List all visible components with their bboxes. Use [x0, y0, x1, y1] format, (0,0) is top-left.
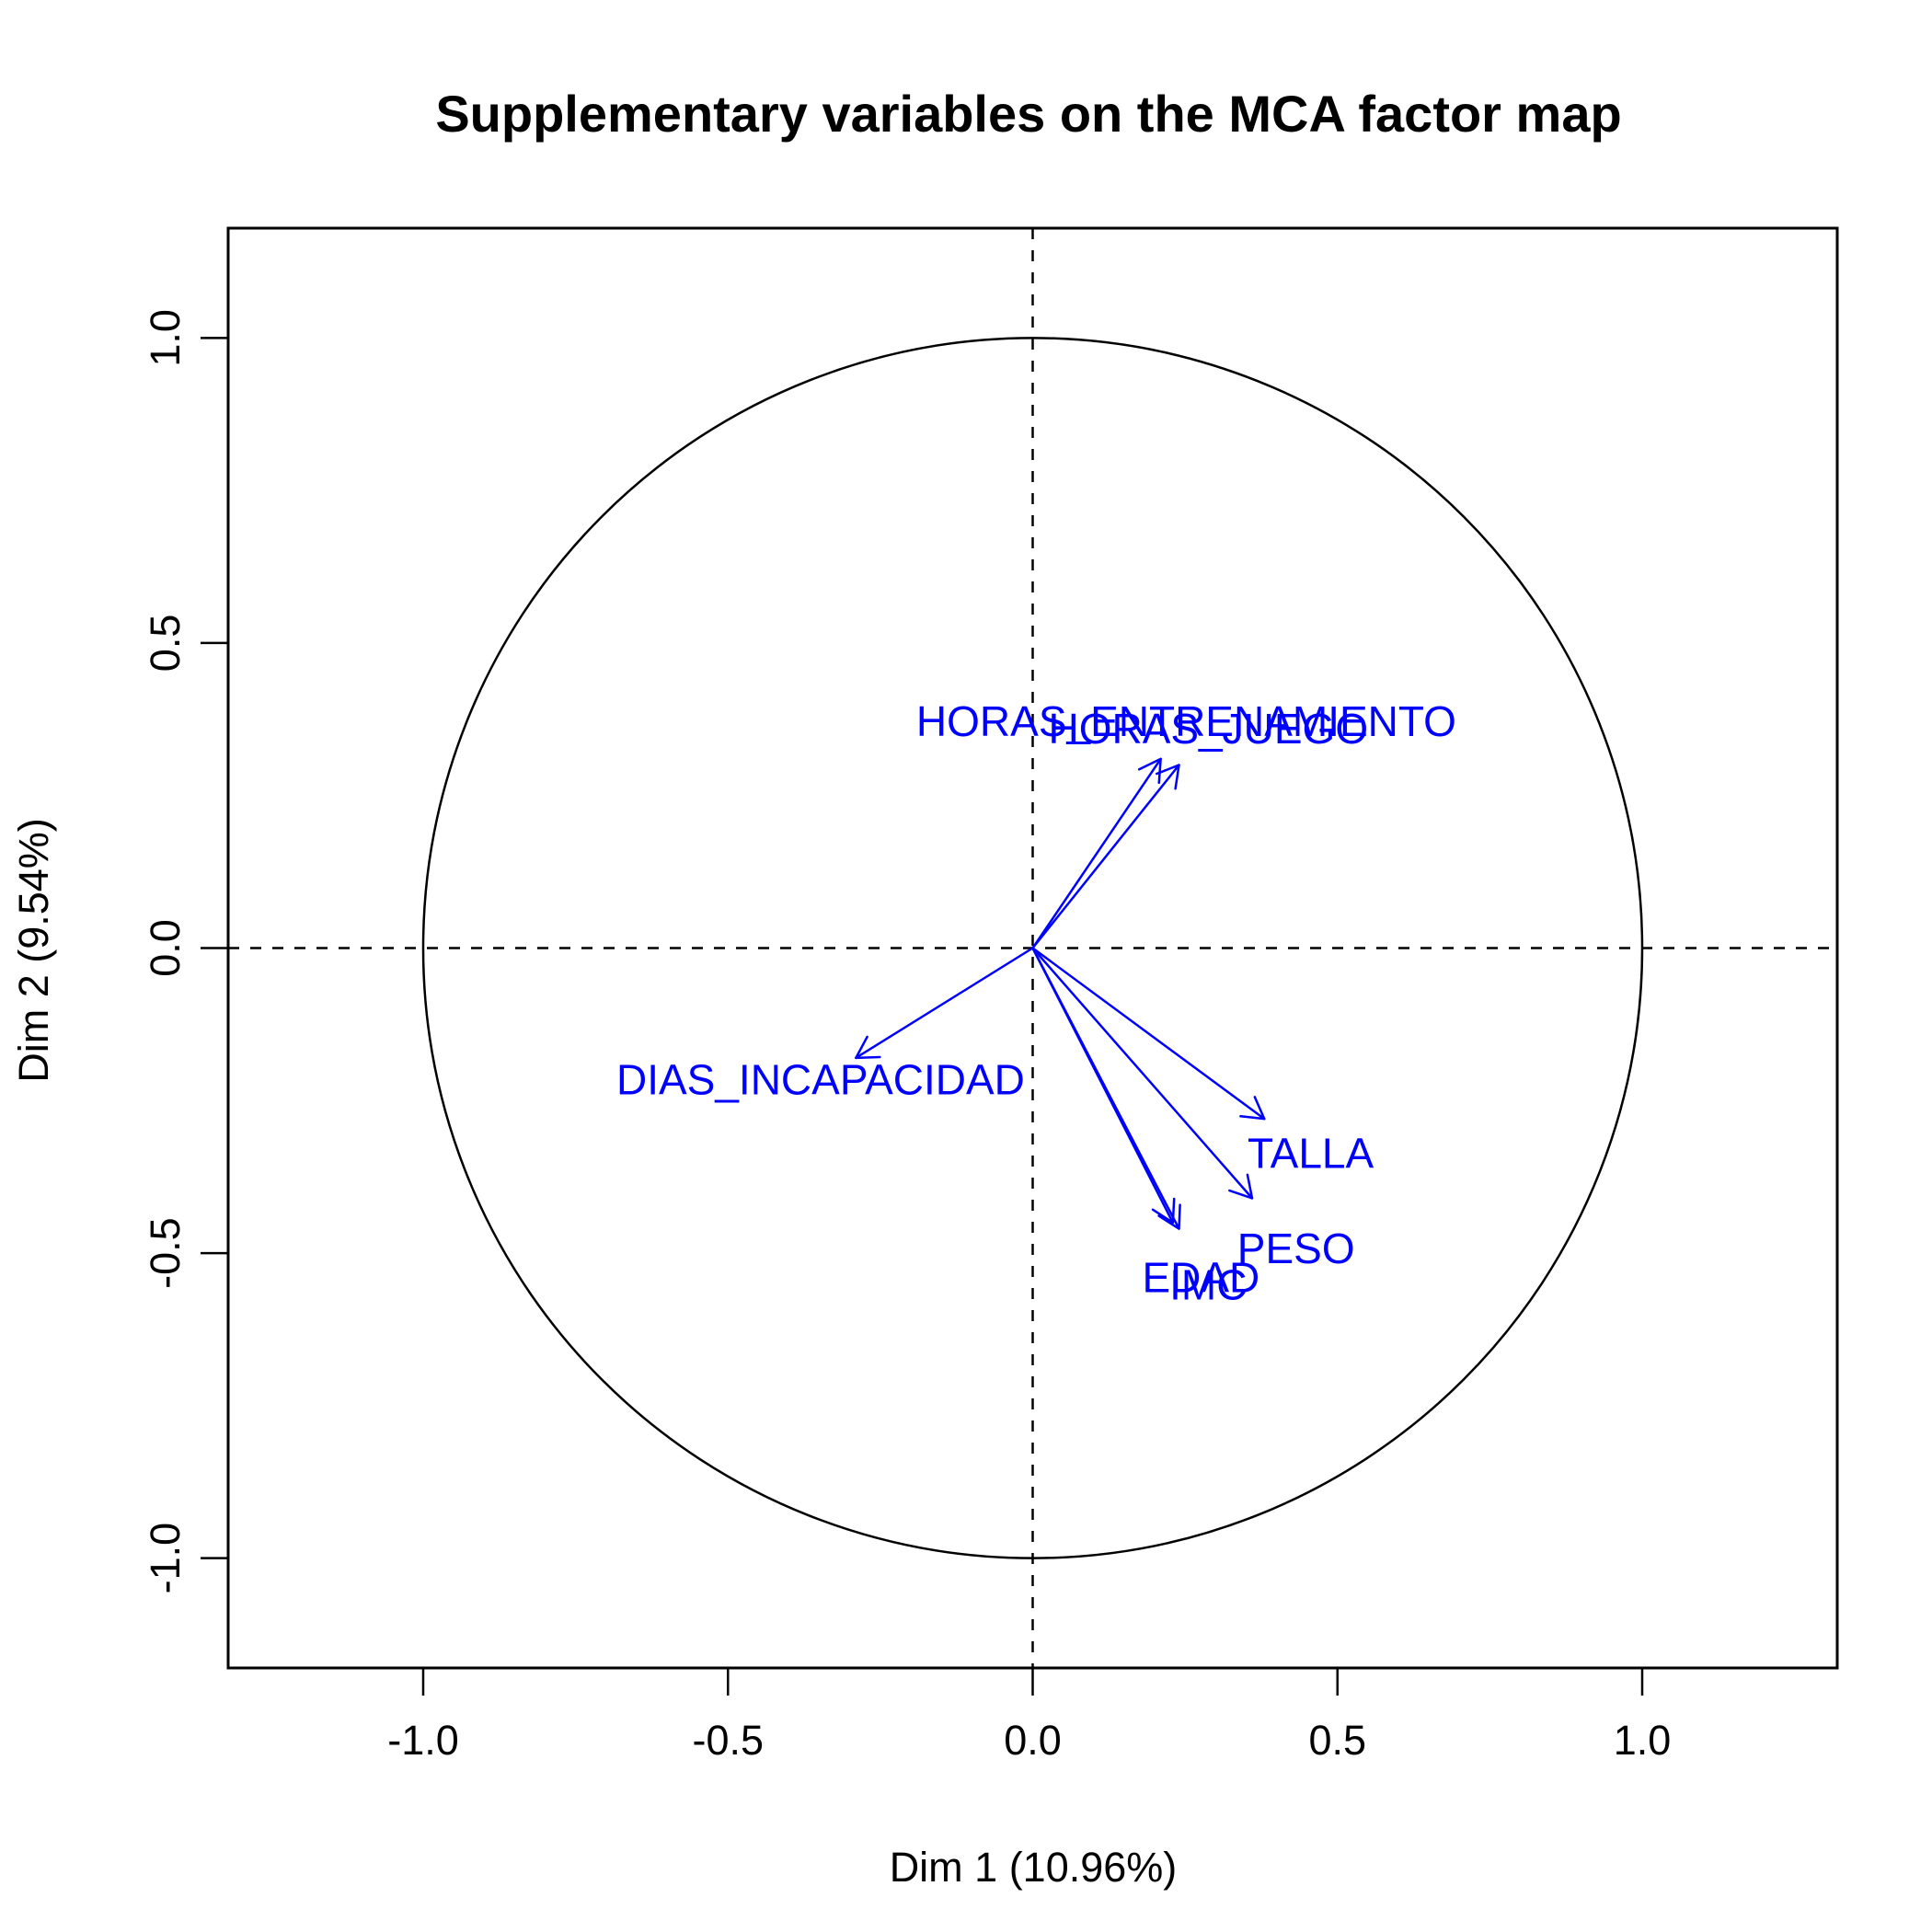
arrow-shaft	[855, 947, 1034, 1060]
variable-label: PESO	[1237, 1225, 1355, 1272]
arrow-shaft	[1031, 764, 1180, 949]
arrow-dias-incapacidad: DIAS_INCAPACIDAD	[616, 947, 1034, 1104]
y-tick-label: 1.0	[142, 309, 189, 367]
arrow-head	[1228, 1173, 1254, 1200]
arrow-talla: TALLA	[1031, 947, 1374, 1177]
x-tick-label: 0.0	[1004, 1717, 1062, 1764]
arrow-horas-entrenamiento: HORAS_ENTRENAMIENTO	[916, 697, 1456, 949]
y-tick-label: 0.5	[142, 615, 189, 673]
arrow-head	[1239, 1096, 1266, 1121]
chart-title: Supplementary variables on the MCA facto…	[435, 85, 1621, 143]
variable-label: DIAS_INCAPACIDAD	[616, 1056, 1025, 1104]
arrow-shaft	[1031, 947, 1180, 1230]
x-axis: -1.0 -0.5 0.0 0.5 1.0	[387, 1668, 1671, 1764]
x-tick-label: 1.0	[1614, 1717, 1672, 1764]
arrow-imc: IMC	[1031, 947, 1247, 1309]
x-axis-label: Dim 1 (10.96%)	[890, 1844, 1178, 1891]
variable-label: HORAS_JUEGO	[1048, 705, 1368, 753]
x-tick-label: 0.5	[1308, 1717, 1366, 1764]
x-tick-label: -0.5	[692, 1717, 764, 1764]
arrow-horas-juego: HORAS_JUEGO	[1031, 705, 1368, 949]
y-tick-label: 0.0	[142, 919, 189, 977]
y-axis-label: Dim 2 (9.54%)	[10, 818, 57, 1083]
arrow-head	[1156, 764, 1180, 790]
variable-label: TALLA	[1248, 1129, 1374, 1177]
variable-label: IMC	[1169, 1261, 1247, 1309]
arrow-shaft	[1031, 947, 1266, 1121]
arrow-peso: PESO	[1031, 947, 1355, 1272]
variable-label: HORAS_ENTRENAMIENTO	[916, 697, 1456, 745]
arrow-head	[855, 1035, 881, 1060]
arrow-shaft	[1031, 947, 1254, 1200]
arrow-head	[1137, 757, 1162, 785]
y-axis: -1.0 -0.5 0.0 0.5 1.0	[142, 309, 228, 1593]
arrow-shaft	[1031, 757, 1162, 949]
y-tick-label: -1.0	[142, 1523, 189, 1594]
x-tick-label: -1.0	[387, 1717, 459, 1764]
arrow-edad: EDAD	[1031, 947, 1259, 1302]
arrow-head	[1151, 1197, 1176, 1225]
variable-label: EDAD	[1142, 1254, 1259, 1302]
y-tick-label: -0.5	[142, 1217, 189, 1289]
arrow-head	[1157, 1203, 1181, 1230]
